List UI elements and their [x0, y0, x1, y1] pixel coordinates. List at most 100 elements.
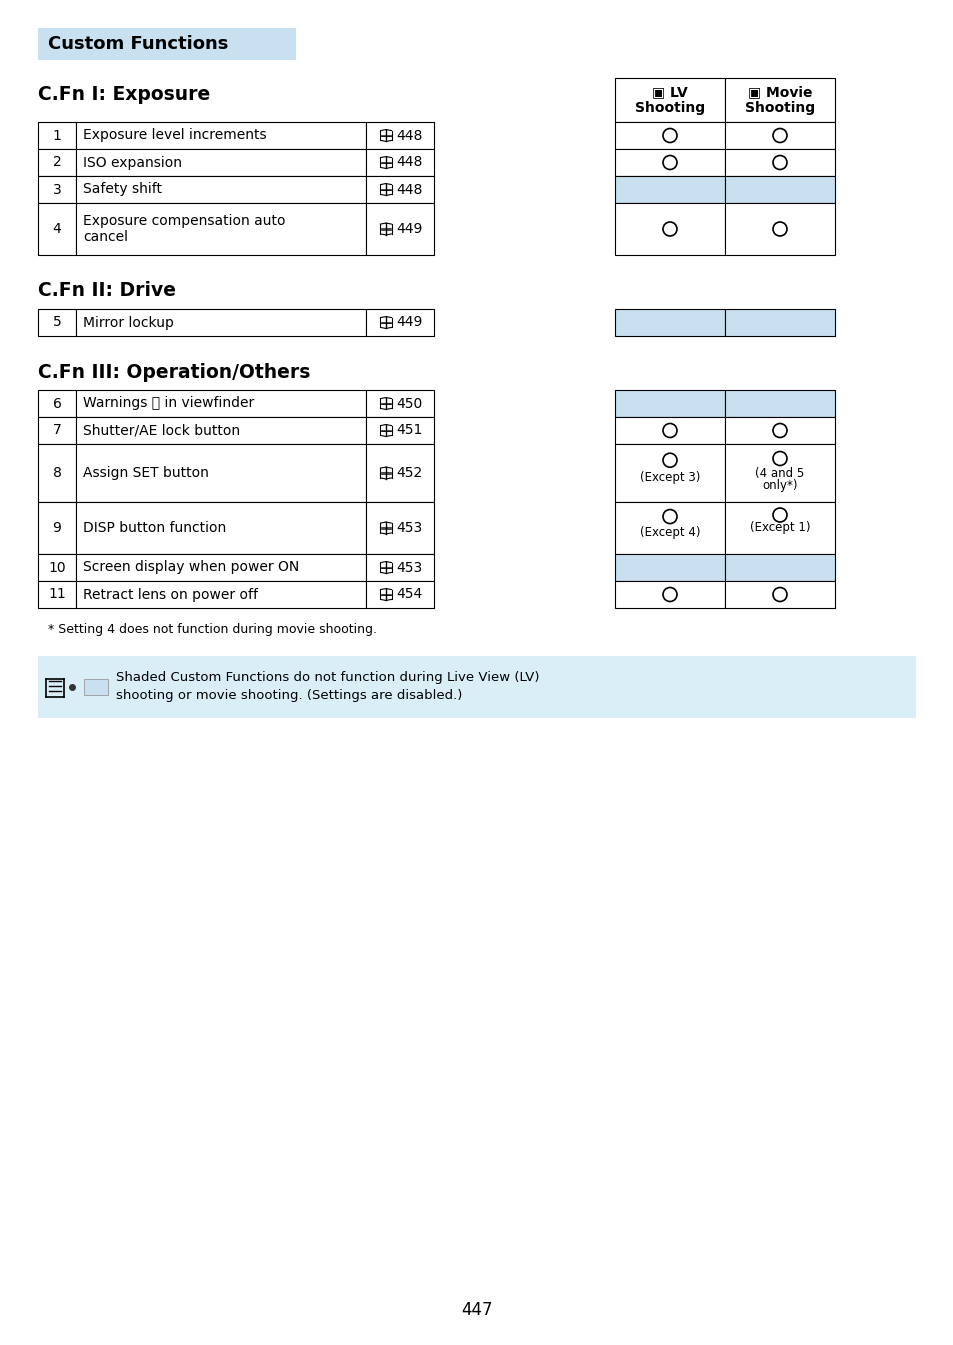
- Bar: [84, 679, 108, 695]
- Bar: [366, 502, 434, 554]
- Text: Custom Functions: Custom Functions: [48, 35, 228, 52]
- Text: (Except 4): (Except 4): [639, 526, 700, 538]
- Text: Retract lens on power off: Retract lens on power off: [83, 588, 257, 601]
- Text: shooting or movie shooting. (Settings are disabled.): shooting or movie shooting. (Settings ar…: [116, 690, 462, 702]
- Bar: [38, 28, 295, 61]
- Bar: [38, 176, 76, 203]
- Bar: [724, 203, 834, 256]
- Text: Screen display when power ON: Screen display when power ON: [83, 561, 299, 574]
- Bar: [615, 581, 724, 608]
- Bar: [76, 554, 366, 581]
- Bar: [38, 203, 76, 256]
- Bar: [615, 78, 724, 122]
- Text: Exposure compensation auto: Exposure compensation auto: [83, 214, 285, 229]
- Bar: [615, 203, 724, 256]
- Text: Shaded Custom Functions do not function during Live View (LV): Shaded Custom Functions do not function …: [116, 671, 539, 685]
- Bar: [724, 309, 834, 336]
- Bar: [366, 444, 434, 502]
- Bar: [615, 444, 724, 502]
- Text: 6: 6: [52, 397, 61, 410]
- Text: ▣ Movie: ▣ Movie: [747, 85, 811, 100]
- Text: (Except 3): (Except 3): [639, 471, 700, 484]
- Bar: [615, 176, 724, 203]
- Bar: [724, 390, 834, 417]
- Text: 2: 2: [52, 156, 61, 169]
- Text: Assign SET button: Assign SET button: [83, 465, 209, 480]
- Text: 10: 10: [49, 561, 66, 574]
- Text: ▣ LV: ▣ LV: [652, 85, 687, 100]
- Text: 451: 451: [395, 424, 422, 437]
- Text: 11: 11: [48, 588, 66, 601]
- Text: (Except 1): (Except 1): [749, 522, 809, 534]
- Bar: [76, 149, 366, 176]
- Text: C.Fn II: Drive: C.Fn II: Drive: [38, 281, 175, 300]
- Text: 454: 454: [395, 588, 422, 601]
- Text: 1: 1: [52, 129, 61, 143]
- Bar: [615, 502, 724, 554]
- Bar: [724, 554, 834, 581]
- Bar: [38, 502, 76, 554]
- Bar: [38, 554, 76, 581]
- Bar: [38, 444, 76, 502]
- Bar: [615, 122, 724, 149]
- Bar: [615, 554, 724, 581]
- Text: 4: 4: [52, 222, 61, 235]
- Text: 5: 5: [52, 316, 61, 330]
- Text: 449: 449: [395, 316, 422, 330]
- Bar: [366, 309, 434, 336]
- Bar: [38, 390, 76, 417]
- Text: 448: 448: [395, 156, 422, 169]
- Bar: [366, 554, 434, 581]
- Bar: [615, 309, 724, 336]
- Text: 453: 453: [395, 561, 422, 574]
- Bar: [76, 444, 366, 502]
- Text: Warnings ⓘ in viewfinder: Warnings ⓘ in viewfinder: [83, 397, 254, 410]
- Bar: [366, 417, 434, 444]
- Text: 453: 453: [395, 521, 422, 535]
- Bar: [76, 309, 366, 336]
- Bar: [76, 203, 366, 256]
- Text: Shooting: Shooting: [635, 101, 704, 116]
- Text: (4 and 5: (4 and 5: [755, 467, 803, 480]
- Bar: [76, 122, 366, 149]
- Bar: [724, 581, 834, 608]
- Text: ISO expansion: ISO expansion: [83, 156, 182, 169]
- Bar: [366, 149, 434, 176]
- Text: C.Fn I: Exposure: C.Fn I: Exposure: [38, 85, 210, 104]
- Text: 447: 447: [460, 1301, 493, 1319]
- Text: 448: 448: [395, 183, 422, 196]
- Bar: [38, 122, 76, 149]
- Bar: [724, 444, 834, 502]
- Text: * Setting 4 does not function during movie shooting.: * Setting 4 does not function during mov…: [48, 624, 376, 636]
- Bar: [724, 149, 834, 176]
- Text: 8: 8: [52, 465, 61, 480]
- Bar: [366, 581, 434, 608]
- Bar: [38, 309, 76, 336]
- Bar: [615, 417, 724, 444]
- Text: Mirror lockup: Mirror lockup: [83, 316, 173, 330]
- Bar: [724, 176, 834, 203]
- Bar: [366, 122, 434, 149]
- Bar: [724, 122, 834, 149]
- Bar: [38, 656, 915, 718]
- Bar: [38, 417, 76, 444]
- Bar: [366, 203, 434, 256]
- Text: 450: 450: [395, 397, 422, 410]
- Text: Safety shift: Safety shift: [83, 183, 162, 196]
- Text: 452: 452: [395, 465, 422, 480]
- Bar: [76, 417, 366, 444]
- Bar: [76, 176, 366, 203]
- Text: 448: 448: [395, 129, 422, 143]
- Text: 3: 3: [52, 183, 61, 196]
- Text: 449: 449: [395, 222, 422, 235]
- Text: Shutter/AE lock button: Shutter/AE lock button: [83, 424, 240, 437]
- Bar: [366, 176, 434, 203]
- Bar: [724, 502, 834, 554]
- Bar: [615, 149, 724, 176]
- Bar: [76, 581, 366, 608]
- Text: cancel: cancel: [83, 230, 128, 243]
- Bar: [615, 390, 724, 417]
- Bar: [76, 390, 366, 417]
- Text: Shooting: Shooting: [744, 101, 814, 116]
- Text: DISP button function: DISP button function: [83, 521, 226, 535]
